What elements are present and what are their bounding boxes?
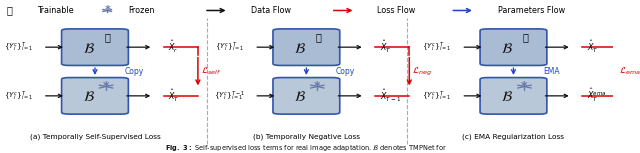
Text: 🔥: 🔥 [6,6,12,15]
FancyBboxPatch shape [273,78,340,114]
Text: $\mathcal{B}$: $\mathcal{B}$ [501,90,513,104]
FancyBboxPatch shape [61,29,129,65]
Text: $\mathcal{L}_{ema}$: $\mathcal{L}_{ema}$ [620,66,640,77]
Text: *: * [314,80,321,93]
Text: Frozen: Frozen [129,6,155,15]
Text: (a) Temporally Self-Supervised Loss: (a) Temporally Self-Supervised Loss [29,134,161,140]
Text: $\{Y_i^c\}_{i=1}^T$: $\{Y_i^c\}_{i=1}^T$ [422,41,452,54]
Text: Loss Flow: Loss Flow [377,6,415,15]
Text: 🔥: 🔥 [104,32,110,42]
Text: $\mathcal{L}_{self}$: $\mathcal{L}_{self}$ [201,66,221,77]
Text: $\hat{X}_T^{ema}$: $\hat{X}_T^{ema}$ [587,87,607,104]
Text: (c) EMA Regularization Loss: (c) EMA Regularization Loss [463,134,564,140]
Text: Parameters Flow: Parameters Flow [497,6,564,15]
Text: Data Flow: Data Flow [252,6,291,15]
Text: $\hat{X}_T$: $\hat{X}_T$ [380,39,392,55]
Text: EMA: EMA [543,67,559,76]
Text: $\mathcal{L}_{neg}$: $\mathcal{L}_{neg}$ [412,65,433,78]
Text: 🔥: 🔥 [316,32,321,42]
Text: $\mathbf{Fig.\ 3:}$ Self-supervised loss terms for real image adaptation. $\math: $\mathbf{Fig.\ 3:}$ Self-supervised loss… [165,143,447,153]
Text: Trainable: Trainable [36,6,74,15]
Text: *: * [103,80,109,93]
Text: *: * [104,6,110,15]
Text: $\mathcal{B}$: $\mathcal{B}$ [501,42,513,56]
Text: $\mathcal{B}$: $\mathcal{B}$ [294,90,306,104]
Text: *: * [521,80,528,93]
FancyBboxPatch shape [273,29,340,65]
Text: Copy: Copy [124,67,143,76]
FancyBboxPatch shape [61,78,129,114]
FancyBboxPatch shape [480,29,547,65]
Text: (b) Temporally Negative Loss: (b) Temporally Negative Loss [253,134,360,140]
Text: $\{Y_i^c\}_{i=1}^T$: $\{Y_i^c\}_{i=1}^T$ [4,41,33,54]
Text: $\{Y_i^c\}_{i=1}^T$: $\{Y_i^c\}_{i=1}^T$ [4,89,33,103]
Text: $\mathcal{B}$: $\mathcal{B}$ [294,42,306,56]
Text: $\hat{X}_T$: $\hat{X}_T$ [587,39,598,55]
Text: $\mathcal{B}$: $\mathcal{B}$ [83,90,95,104]
Text: $\{Y_i^c\}_{i=1}^T$: $\{Y_i^c\}_{i=1}^T$ [422,89,452,103]
Text: $\hat{X}_T$: $\hat{X}_T$ [168,88,180,104]
Text: $\{Y_i^c\}_{i=1}^T$: $\{Y_i^c\}_{i=1}^T$ [215,41,244,54]
Text: $\hat{X}_r$: $\hat{X}_r$ [168,39,179,55]
Text: $\mathcal{B}$: $\mathcal{B}$ [83,42,95,56]
FancyBboxPatch shape [480,78,547,114]
Text: $\{Y_i^c\}_{i=1}^{T-1}$: $\{Y_i^c\}_{i=1}^{T-1}$ [214,89,245,103]
Text: Copy: Copy [336,67,355,76]
Text: $\hat{X}_{T-1}$: $\hat{X}_{T-1}$ [380,88,401,104]
Text: 🔥: 🔥 [523,32,529,42]
